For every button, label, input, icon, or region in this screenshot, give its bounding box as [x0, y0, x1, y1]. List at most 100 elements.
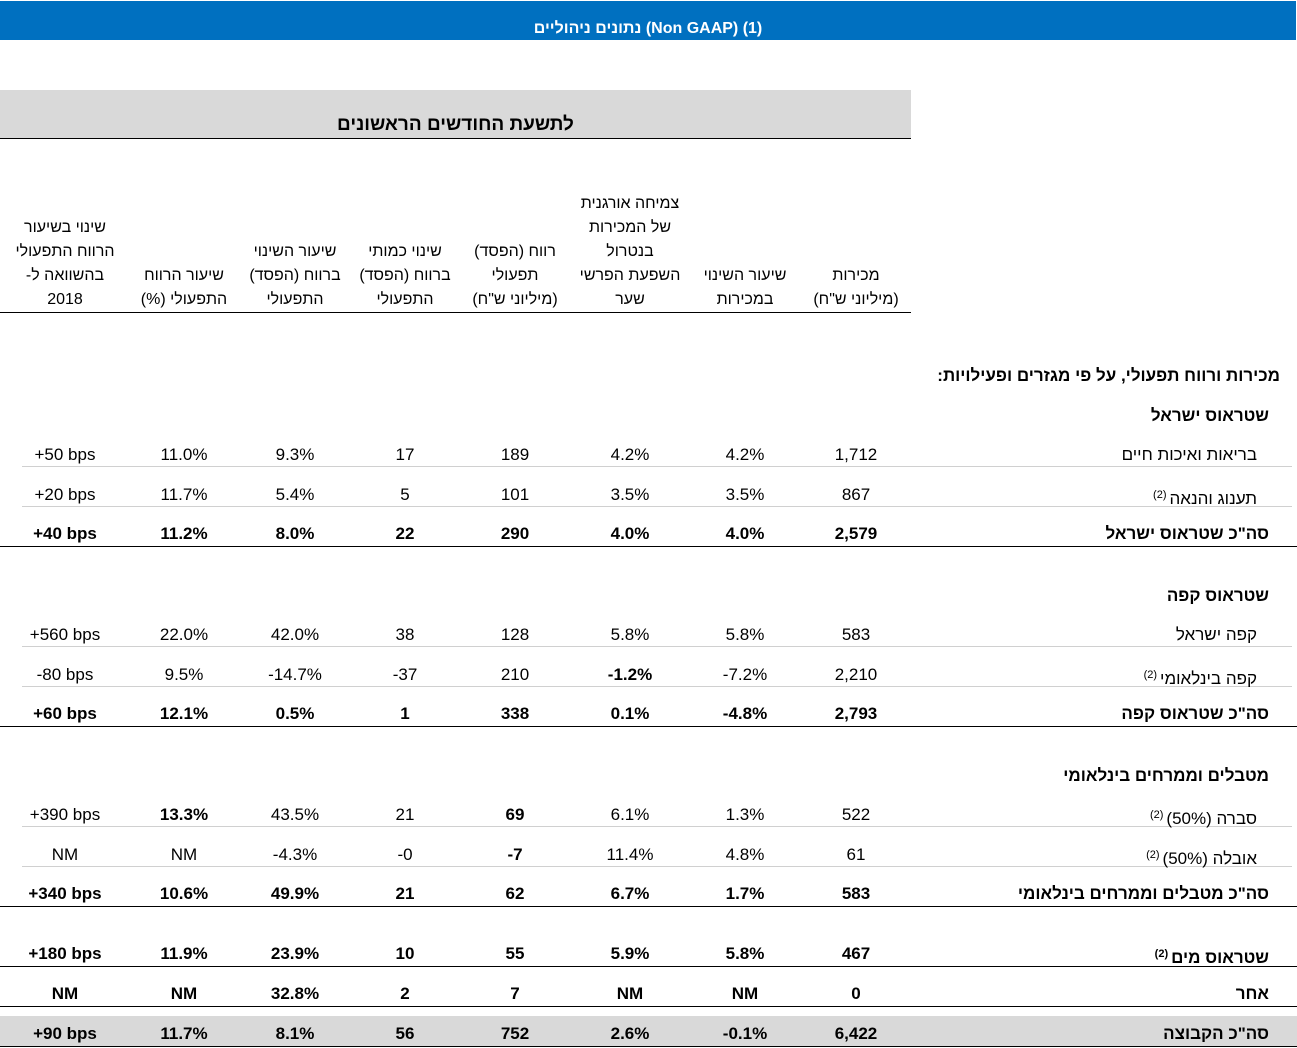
cell-profit-change-rate: 8.0% [275, 524, 315, 543]
row-label: סה"כ מטבלים וממרחים בינלאומי [1018, 882, 1269, 906]
cell-sales-change: NM [731, 984, 759, 1003]
cell-op-profit: 128 [500, 625, 530, 644]
row-label-text: סה"כ שטראוס קפה [1121, 704, 1269, 723]
cell-sales: 583 [841, 625, 871, 644]
cell-op-profit: 752 [500, 1024, 530, 1043]
cell-margin: 12.1% [159, 704, 209, 723]
cell-sales: 1,712 [834, 445, 878, 464]
header-profit-change-qty: שינוי כמותי ברווח (הפסד) התפעולי [359, 240, 450, 312]
header-line: שינוי כמותי [368, 243, 442, 260]
row-divider [22, 646, 1292, 647]
cell-profit-change-rate: 23.9% [270, 944, 320, 963]
cell-profit-change-qty: 22 [395, 524, 415, 543]
row-label-text: סה"כ מטבלים וממרחים בינלאומי [1017, 884, 1269, 903]
header-line: של המכירות [588, 219, 672, 236]
cell-organic: 5.8% [610, 625, 650, 644]
cell-margin-change: +60 bps [33, 704, 97, 723]
cell-organic: 4.0% [610, 524, 650, 543]
cell-margin: 11.2% [160, 524, 208, 543]
segment-israel: שטראוס ישראל [1150, 406, 1269, 425]
row-divider [0, 906, 1297, 907]
row-label-text: סה"כ הקבוצה [1163, 1024, 1269, 1043]
header-line: צמיחה אורגנית [580, 195, 680, 212]
cell-sales-change: 4.2% [725, 445, 765, 464]
cell-sales: 467 [841, 944, 871, 963]
cell-op-profit: 290 [500, 524, 530, 543]
cell-profit-change-rate: 8.1% [275, 1024, 315, 1043]
footnote-marker: (2) [1153, 489, 1167, 501]
cell-organic: 6.1% [610, 805, 650, 824]
segment-international: מטבלים וממרחים בינלאומי [1063, 766, 1269, 785]
header-line: שיעור השינוי [253, 243, 337, 260]
cell-op-profit: 210 [500, 665, 530, 684]
cell-sales-change: 1.3% [725, 805, 765, 824]
period-label: לתשעת החודשים הראשונים [337, 114, 574, 135]
cell-sales-change: 5.8% [725, 944, 765, 963]
section-heading: מכירות ורווח תפעולי, על פי מגזרים ופעילו… [937, 366, 1280, 385]
cell-profit-change-rate: 9.3% [275, 445, 315, 464]
cell-margin-change: +20 bps [34, 485, 96, 504]
row-group-total: סה"כ הקבוצה 6,422 -0.1% 2.6% 752 56 8.1%… [0, 1022, 1297, 1046]
cell-organic: 0.1% [610, 704, 650, 723]
cell-sales: 2,579 [834, 524, 878, 543]
row-obela: אובלה (50%)(2) 61 4.8% 11.4% -7 -0 -4.3%… [0, 843, 1297, 868]
row-label: בריאות ואיכות חיים [1122, 443, 1257, 467]
row-label: קפה ישראל [1176, 623, 1257, 647]
header-line: ברווח (הפסד) [249, 267, 341, 284]
cell-margin-change: -80 bps [36, 665, 94, 684]
row-label: אובלה (50%)(2) [1146, 843, 1257, 871]
header-line: 2018 [47, 291, 83, 308]
cell-profit-change-rate: -14.7% [268, 665, 322, 684]
header-line: שיעור השינוי [703, 267, 787, 284]
row-other: אחר 0 NM NM 7 2 32.8% NM NM [0, 982, 1297, 1006]
row-label: סה"כ שטראוס קפה [1121, 702, 1269, 726]
cell-margin-change: +90 bps [33, 1024, 97, 1043]
row-water: שטראוס מים(2) 467 5.8% 5.9% 55 10 23.9% … [0, 942, 1297, 967]
cell-organic: 3.5% [610, 485, 650, 504]
row-label-text: קפה בינלאומי [1160, 669, 1257, 688]
row-fun: תענוג והנאה(2) 867 3.5% 3.5% 101 5 5.4% … [0, 483, 1297, 508]
header-organic-growth: צמיחה אורגנית של המכירות בנטרול השפעת הפ… [580, 192, 681, 312]
cell-sales-change: 3.5% [725, 485, 765, 504]
row-international-total: סה"כ מטבלים וממרחים בינלאומי 583 1.7% 6.… [0, 882, 1297, 906]
row-divider [0, 966, 1297, 967]
header-line: במכירות [716, 291, 774, 308]
cell-margin: 11.7% [160, 1024, 208, 1043]
row-coffee-international: קפה בינלאומי(2) 2,210 -7.2% -1.2% 210 -3… [0, 663, 1297, 688]
row-label-text: אובלה (50%) [1162, 849, 1257, 868]
cell-profit-change-qty: 2 [400, 984, 410, 1003]
row-divider [22, 826, 1292, 827]
header-sales: מכירות (מיליוני ש"ח) [813, 264, 898, 312]
header-operating-margin: שיעור הרווח התפעולי (%) [141, 264, 227, 312]
cell-sales-change: -0.1% [722, 1024, 768, 1043]
header-line: התפעולי [266, 291, 324, 308]
row-label: אחר [1236, 982, 1269, 1006]
cell-profit-change-qty: 21 [395, 805, 415, 824]
row-coffee-israel: קפה ישראל 583 5.8% 5.8% 128 38 42.0% 22.… [0, 623, 1297, 647]
header-line: (מיליוני ש"ח) [813, 291, 899, 308]
row-label: תענוג והנאה(2) [1153, 483, 1257, 511]
cell-margin-change: +340 bps [28, 884, 102, 903]
row-coffee-total: סה"כ שטראוס קפה 2,793 -4.8% 0.1% 338 1 0… [0, 702, 1297, 726]
cell-margin-change: +560 bps [29, 625, 101, 644]
cell-sales: 0 [851, 984, 861, 1003]
cell-profit-change-rate: 49.9% [270, 884, 320, 903]
cell-margin: NM [170, 984, 198, 1003]
header-line: רווח (הפסד) [474, 243, 556, 260]
cell-sales-change: 4.8% [725, 845, 765, 864]
cell-sales: 522 [841, 805, 871, 824]
cell-sales: 6,422 [834, 1024, 878, 1043]
row-divider [22, 686, 1292, 687]
cell-sales-change: 1.7% [725, 884, 765, 903]
row-label-text: תענוג והנאה [1169, 489, 1258, 508]
row-label-text: אחר [1235, 984, 1269, 1003]
cell-profit-change-qty: -0 [397, 845, 413, 864]
cell-profit-change-qty: -37 [392, 665, 418, 684]
row-health: בריאות ואיכות חיים 1,712 4.2% 4.2% 189 1… [0, 443, 1297, 467]
header-line: הרווח התפעולי [15, 243, 115, 260]
header-line: בהשוואה ל- [25, 267, 105, 284]
cell-organic: 5.9% [610, 944, 650, 963]
group-total-band [0, 1016, 1297, 1047]
cell-organic: 2.6% [610, 1024, 650, 1043]
cell-op-profit: 69 [505, 805, 525, 824]
